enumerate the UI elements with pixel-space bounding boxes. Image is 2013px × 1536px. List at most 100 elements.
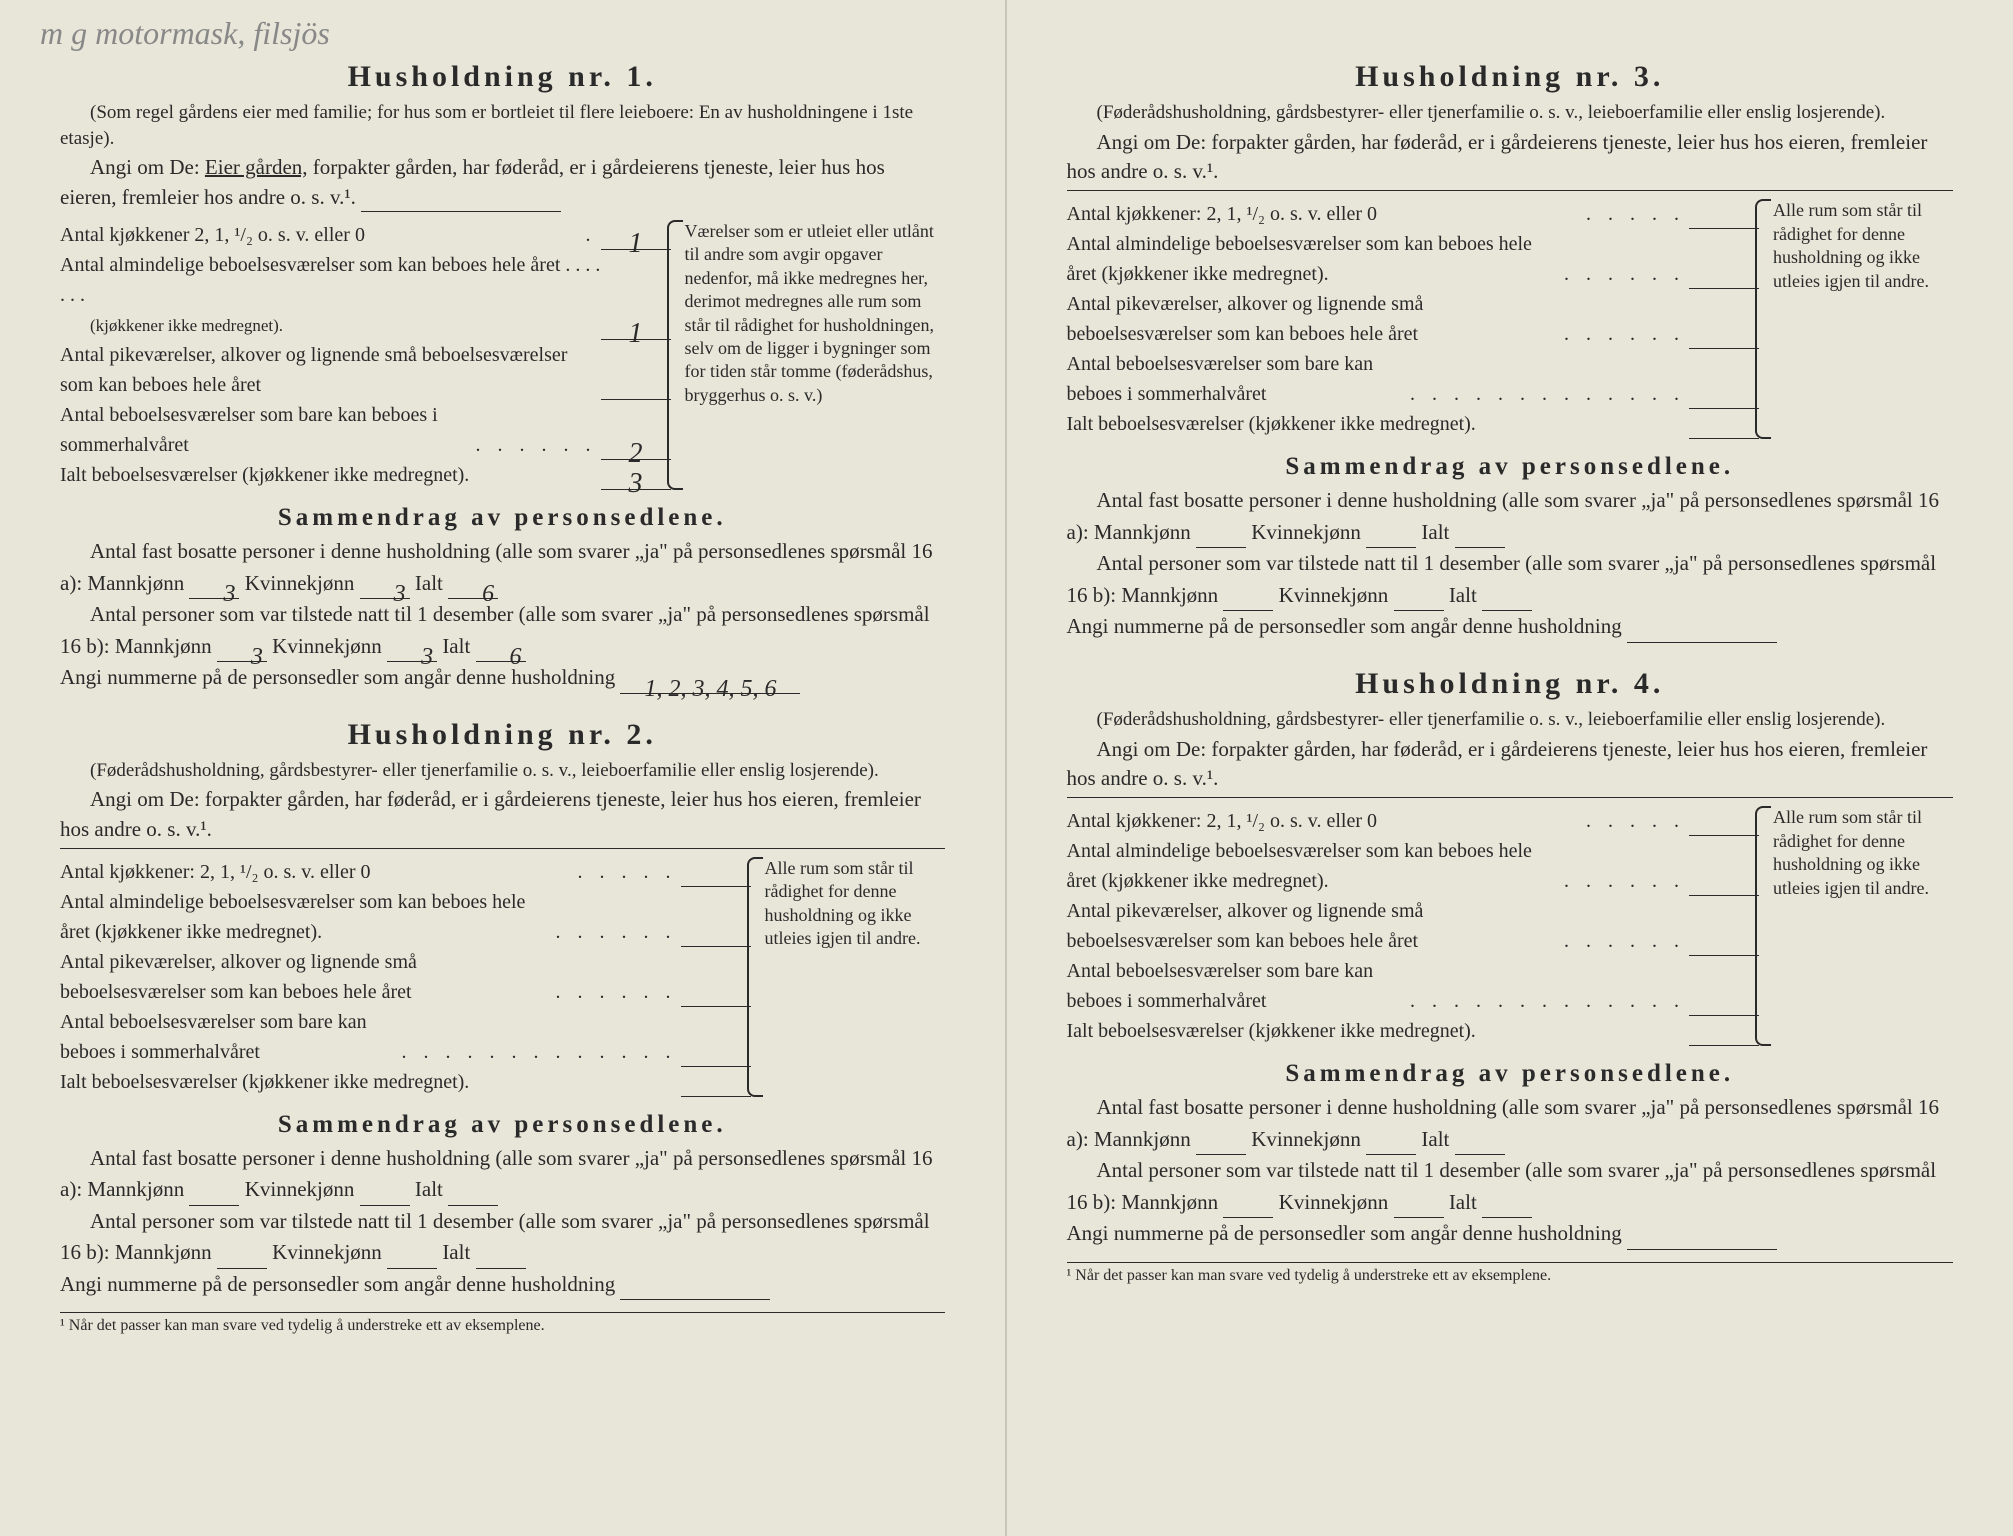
hh3-title: Husholdning nr. 3. [1067,60,1954,94]
hh3-rooms-summer-val[interactable] [1689,382,1759,409]
hh3-fill-line[interactable] [1067,190,1954,191]
hh2-total-16a[interactable] [448,1183,498,1206]
hh3-numbers-text: Angi nummerne på de personsedler som ang… [1067,614,1622,638]
hh4-fill-line[interactable] [1067,797,1954,798]
hh1-side-text: Værelser som er utleiet eller utlånt til… [685,221,934,405]
hh4-rooms-block: Antal kjøkkener: 2, 1, ¹/₂ o. s. v. elle… [1067,806,1954,1046]
hh3-female-16a[interactable] [1366,525,1416,548]
dots: . . . . . . [472,430,601,460]
hh2-rooms-allyear-val[interactable] [681,920,751,947]
hh1-rooms-left: Antal kjøkkener 2, 1, ¹/₂ o. s. v. eller… [60,220,671,490]
hh1-rooms-small-val[interactable] [601,373,671,400]
brace-icon [667,220,683,490]
hh2-rooms-small-val[interactable] [681,980,751,1007]
hh1-male-16a[interactable]: 3 [189,576,239,599]
hh3-rooms-allyear: Antal almindelige beboelsesværelser som … [1067,229,1561,289]
hh2-side-note: Alle rum som står til rådighet for denne… [751,857,945,1097]
hh4-rooms-small-val[interactable] [1689,929,1759,956]
hh2-numbers-val[interactable] [620,1277,770,1300]
hh2-numbers-text: Angi nummerne på de personsedler som ang… [60,1272,615,1296]
hh1-numbers-text: Angi nummerne på de personsedler som ang… [60,665,615,689]
hh4-rooms-total: Ialt beboelsesværelser (kjøkkener ikke m… [1067,1016,1690,1046]
hh1-total-16b[interactable]: 6 [476,639,526,662]
hh4-rooms-allyear-val[interactable] [1689,869,1759,896]
dots: . . . . . . . . . . . . . [1406,986,1689,1016]
label-kvinne: Kvinnekjønn [272,1240,382,1264]
hh1-total-16a[interactable]: 6 [448,576,498,599]
label-ialt: Ialt [1421,520,1449,544]
hh3-question: Angi om De: forpakter gården, har føderå… [1067,128,1954,187]
hh3-numbers-val[interactable] [1627,620,1777,643]
hh3-resident: Antal fast bosatte personer i denne hush… [1067,485,1954,548]
hh2-summary-title: Sammendrag av personsedlene. [60,1111,945,1139]
hh4-intro: (Føderådshusholdning, gårdsbestyrer- ell… [1067,707,1954,733]
hh1-rooms-allyear: Antal almindelige beboelsesværelser som … [60,250,601,340]
brace-icon [1755,806,1771,1046]
hh3-male-16b[interactable] [1223,588,1273,611]
hh1-resident: Antal fast bosatte personer i denne hush… [60,536,945,599]
hh4-rooms-summer-val[interactable] [1689,989,1759,1016]
hh4-female-16a[interactable] [1366,1132,1416,1155]
hh4-total-16b[interactable] [1482,1195,1532,1218]
hh1-summary-title: Sammendrag av personsedlene. [60,504,945,532]
hh4-rooms-summer: Antal beboelsesværelser som bare kan beb… [1067,956,1407,1016]
dots: . . . . . [574,857,681,887]
hh1-intro: (Som regel gårdens eier med familie; for… [60,100,945,151]
hh3-rooms-total-val[interactable] [1689,412,1759,439]
hh1-kitchen-label: Antal kjøkkener 2, 1, ¹/₂ o. s. v. eller… [60,220,582,250]
hh4-male-16a[interactable] [1196,1132,1246,1155]
label-kvinne: Kvinnekjønn [1251,1127,1361,1151]
hh1-kitchen-val[interactable]: 1 [601,223,671,250]
hh3-total-16b[interactable] [1482,588,1532,611]
hh3-male-16a[interactable] [1196,525,1246,548]
footnote-right: ¹ Når det passer kan man svare ved tydel… [1067,1262,1954,1285]
dots: . . . . . . . . . . . . . [398,1037,681,1067]
hh4-present: Antal personer som var tilstede natt til… [1067,1155,1954,1218]
hh3-rooms-small: Antal pikeværelser, alkover og lignende … [1067,289,1561,349]
label-kvinne: Kvinnekjønn [1279,583,1389,607]
dots: . [582,220,601,250]
hh4-rooms-small: Antal pikeværelser, alkover og lignende … [1067,896,1561,956]
hh2-question: Angi om De: forpakter gården, har føderå… [60,785,945,844]
hh4-total-16a[interactable] [1455,1132,1505,1155]
hh4-male-16b[interactable] [1223,1195,1273,1218]
hh4-numbers-val[interactable] [1627,1227,1777,1250]
hh2-fill-line[interactable] [60,848,945,849]
hh1-present: Antal personer som var tilstede natt til… [60,599,945,662]
hh1-rooms-allyear-val[interactable]: 1 [601,313,671,340]
hh2-kitchen-label: Antal kjøkkener: 2, 1, ¹/₂ o. s. v. elle… [60,857,574,887]
hh2-rooms-summer-val[interactable] [681,1040,751,1067]
hh4-rooms-total-val[interactable] [1689,1019,1759,1046]
hh1-female-16a[interactable]: 3 [360,576,410,599]
hh2-male-16a[interactable] [189,1183,239,1206]
dots: . . . . . . . . . . . . . [1406,379,1689,409]
hh2-rooms-total: Ialt beboelsesværelser (kjøkkener ikke m… [60,1067,681,1097]
hh1-rooms-summer-val[interactable]: 2 [601,433,671,460]
hh4-female-16b[interactable] [1394,1195,1444,1218]
hh3-present: Antal personer som var tilstede natt til… [1067,548,1954,611]
hh2-kitchen-val[interactable] [681,860,751,887]
hh3-total-16a[interactable] [1455,525,1505,548]
hh4-kitchen-val[interactable] [1689,809,1759,836]
hh3-rooms-small-val[interactable] [1689,322,1759,349]
hh1-answer-fill[interactable] [361,211,561,212]
dots: . . . . . [1582,806,1689,836]
hh1-rooms-sub: (kjøkkener ikke medregnet). [60,316,283,335]
hh2-female-16a[interactable] [360,1183,410,1206]
hh1-numbers-val[interactable]: 1, 2, 3, 4, 5, 6 [620,671,800,694]
hh1-female-16b[interactable]: 3 [387,639,437,662]
hh2-male-16b[interactable] [217,1246,267,1269]
hh3-female-16b[interactable] [1394,588,1444,611]
hh4-resident: Antal fast bosatte personer i denne hush… [1067,1092,1954,1155]
hh2-intro: (Føderådshusholdning, gårdsbestyrer- ell… [60,758,945,784]
hh2-female-16b[interactable] [387,1246,437,1269]
label-ialt: Ialt [442,634,470,658]
hh3-rooms-allyear-val[interactable] [1689,262,1759,289]
hh2-total-16b[interactable] [476,1246,526,1269]
hh3-side-text: Alle rum som står til rådighet for denne… [1773,200,1929,290]
hh3-kitchen-val[interactable] [1689,202,1759,229]
dots: . . . . . . [552,977,681,1007]
hh1-male-16b[interactable]: 3 [217,639,267,662]
hh1-rooms-total-val[interactable]: 3 [601,463,671,490]
hh2-rooms-total-val[interactable] [681,1070,751,1097]
